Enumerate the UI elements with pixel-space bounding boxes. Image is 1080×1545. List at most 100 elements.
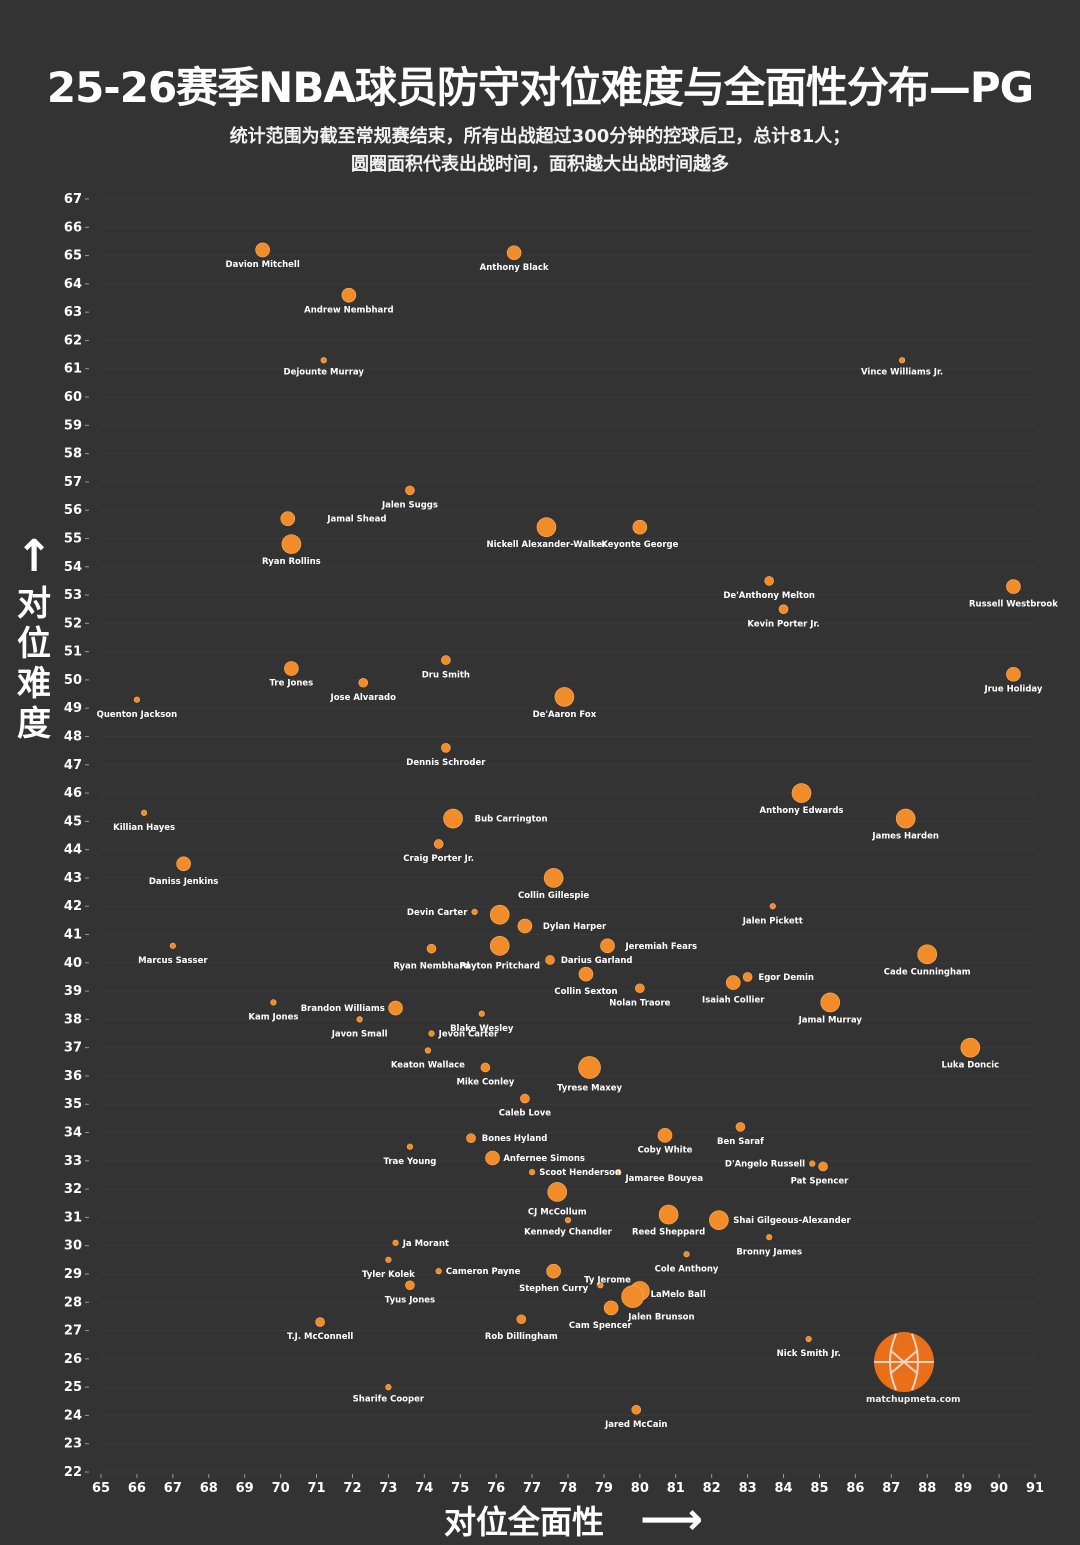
data-point: [385, 1384, 392, 1391]
data-label: Ja Morant: [402, 1239, 449, 1249]
data-label: Bronny James: [736, 1247, 802, 1257]
data-point: [769, 903, 776, 910]
data-label: Anfernee Simons: [503, 1154, 585, 1164]
y-tick-label: 26: [64, 1352, 82, 1367]
data-label: Dylan Harper: [543, 922, 607, 932]
y-tick-label: 57: [64, 475, 82, 490]
y-tick-label: 50: [64, 673, 82, 688]
data-label: Vince Williams Jr.: [861, 368, 943, 378]
y-axis-label-char: 对: [17, 584, 51, 624]
x-tick-label: 90: [990, 1481, 1008, 1496]
x-tick-label: 79: [595, 1481, 613, 1496]
data-point: [820, 992, 841, 1013]
y-tick-label: 36: [64, 1069, 82, 1084]
y-tick-label: 51: [64, 645, 82, 660]
data-label: Jalen Brunson: [627, 1312, 694, 1322]
data-label: Rob Dillingham: [485, 1332, 558, 1342]
data-label: Cameron Payne: [446, 1267, 521, 1277]
x-tick-label: 71: [307, 1481, 325, 1496]
data-point: [805, 1335, 812, 1343]
data-point: [478, 1010, 485, 1017]
data-point: [471, 908, 478, 915]
data-label: Luka Doncic: [941, 1061, 999, 1071]
data-label: Cade Cunningham: [884, 967, 971, 977]
y-tick-label: 61: [64, 362, 82, 377]
data-label: Brandon Williams: [301, 1004, 385, 1014]
data-label: Jeremiah Fears: [624, 942, 697, 952]
x-tick-label: 89: [954, 1481, 972, 1496]
data-label: CJ McCollum: [528, 1208, 587, 1218]
data-label: Jamal Murray: [798, 1015, 863, 1025]
y-tick-label: 32: [64, 1182, 82, 1197]
data-label: Bones Hyland: [482, 1134, 548, 1144]
data-point: [385, 1256, 392, 1263]
data-point: [466, 1133, 476, 1143]
y-tick-label: 41: [64, 928, 82, 943]
y-tick-label: 48: [64, 729, 82, 744]
x-tick-label: 72: [343, 1481, 361, 1496]
x-tick-label: 74: [415, 1481, 433, 1496]
data-label: T.J. McConnell: [287, 1332, 353, 1342]
data-label: Jalen Suggs: [381, 501, 438, 511]
chart-subtitle-line1: 统计范围为截至常规赛结束，所有出战超过300分钟的控球后卫，总计81人；: [229, 126, 851, 147]
data-label: Egor Demin: [758, 973, 814, 983]
data-point: [543, 868, 564, 888]
data-label: Quenton Jackson: [97, 710, 178, 720]
y-tick-label: 40: [64, 956, 82, 971]
y-tick-label: 56: [64, 503, 82, 518]
data-label: Reed Sheppard: [632, 1228, 705, 1238]
x-tick-label: 84: [774, 1481, 792, 1496]
data-label: Ryan Nembhard: [393, 962, 469, 972]
data-point: [489, 936, 510, 956]
y-tick-label: 31: [64, 1210, 82, 1225]
data-point: [485, 1150, 500, 1166]
y-tick-label: 42: [64, 899, 82, 914]
data-point: [547, 1182, 568, 1202]
y-tick-label: 45: [64, 814, 82, 829]
x-tick-label: 85: [810, 1481, 828, 1496]
y-tick-label: 29: [64, 1267, 82, 1282]
x-tick-label: 87: [882, 1481, 900, 1496]
data-label: Killian Hayes: [113, 823, 175, 833]
data-label: D'Angelo Russell: [725, 1160, 805, 1170]
y-tick-label: 25: [64, 1380, 82, 1395]
data-point: [603, 1300, 619, 1316]
data-label: Trae Young: [383, 1157, 436, 1167]
x-tick-label: 86: [846, 1481, 864, 1496]
x-tick-label: 76: [487, 1481, 505, 1496]
data-label: Cam Spencer: [569, 1321, 633, 1331]
data-point: [443, 808, 463, 829]
data-point: [320, 357, 327, 364]
data-label: Shai Gilgeous-Alexander: [733, 1216, 851, 1226]
data-point: [578, 1056, 601, 1079]
data-label: Jamal Shead: [326, 515, 386, 525]
logo-text: matchupmeta.com: [866, 1395, 961, 1405]
data-label: Coby White: [638, 1146, 693, 1156]
data-label: Nickell Alexander-Walker: [487, 540, 608, 550]
data-label: Stephen Curry: [519, 1284, 589, 1294]
x-tick-label: 80: [631, 1481, 649, 1496]
data-point: [428, 1030, 435, 1037]
y-tick-label: 44: [64, 843, 82, 858]
y-tick-label: 64: [64, 277, 82, 292]
data-label: Mike Conley: [456, 1078, 514, 1088]
y-tick-label: 35: [64, 1097, 82, 1112]
data-label: Cole Anthony: [655, 1264, 719, 1274]
data-label: Kevin Porter Jr.: [747, 619, 819, 629]
y-axis-label-char: 位: [17, 624, 51, 664]
data-label: Nick Smith Jr.: [777, 1349, 841, 1359]
data-point: [554, 687, 575, 707]
data-label: Anthony Edwards: [760, 806, 844, 816]
data-point: [441, 743, 451, 753]
y-tick-label: 47: [64, 758, 82, 773]
data-point: [392, 1239, 399, 1246]
y-axis-label: ↑ 对 位 难 度: [14, 530, 54, 744]
data-label: Kam Jones: [248, 1013, 298, 1023]
data-point: [578, 966, 594, 982]
data-label: Dennis Schroder: [406, 758, 486, 768]
data-point: [405, 485, 415, 496]
data-point: [388, 1000, 403, 1016]
data-point: [735, 1122, 746, 1132]
y-tick-label: 33: [64, 1154, 82, 1169]
data-label: Nolan Traore: [609, 998, 670, 1008]
